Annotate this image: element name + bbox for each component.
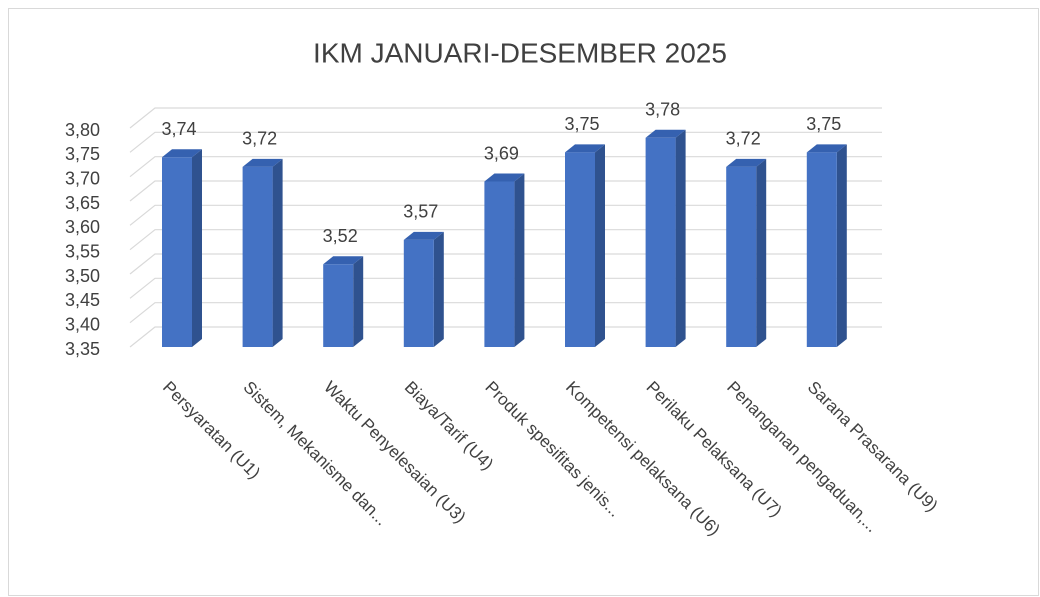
y-tick-label: 3,60 (65, 217, 100, 237)
bar-front (484, 181, 515, 347)
bar-top (403, 231, 444, 240)
bar-side (836, 144, 847, 347)
grid-line (129, 326, 882, 348)
grid-line (129, 156, 882, 178)
value-label: 3,72 (726, 129, 761, 149)
bar-front (162, 157, 192, 347)
bar-front (403, 239, 434, 347)
bar-front (726, 166, 757, 347)
bar (565, 144, 605, 347)
bar-side (272, 158, 283, 347)
bar-top (645, 129, 686, 138)
value-label: 3,52 (323, 226, 358, 246)
bar-front (323, 264, 354, 347)
bar (323, 256, 364, 347)
bar-side (675, 129, 686, 347)
value-label: 3,75 (564, 114, 599, 134)
bar-side (353, 256, 364, 347)
bar-side (756, 158, 767, 347)
value-label: 3,78 (645, 99, 680, 119)
bar-side (433, 231, 444, 347)
bar (403, 231, 444, 347)
bar-top (162, 149, 202, 158)
bar (484, 173, 525, 347)
bar-top (323, 256, 364, 265)
value-label: 3,69 (484, 143, 519, 163)
y-tick-label: 3,50 (65, 266, 100, 286)
y-tick-label: 3,40 (65, 314, 100, 334)
y-tick-label: 3,45 (65, 290, 100, 310)
bar-side (514, 173, 525, 347)
bar (242, 158, 283, 347)
bar-top (484, 173, 525, 182)
value-label: 3,72 (242, 129, 277, 149)
bar-front (645, 137, 676, 347)
bar-side (595, 144, 605, 347)
grid-line (129, 253, 882, 275)
chart-title: IKM JANUARI-DESEMBER 2025 (313, 37, 727, 68)
grid-line (129, 229, 882, 251)
bar-front (565, 152, 595, 347)
bar-front (806, 152, 837, 347)
grid-line (129, 180, 882, 202)
y-tick-label: 3,65 (65, 193, 100, 213)
bar-side (192, 149, 202, 347)
y-tick-label: 3,80 (65, 120, 100, 140)
grid-line (129, 277, 882, 299)
y-tick-label: 3,35 (65, 339, 100, 359)
grid-line (129, 131, 882, 153)
bar-top (726, 158, 767, 167)
bar-top (565, 144, 605, 153)
bar-front (242, 166, 273, 347)
y-tick-label: 3,55 (65, 241, 100, 261)
bar (162, 149, 202, 347)
value-label: 3,57 (403, 202, 438, 222)
y-tick-label: 3,75 (65, 144, 100, 164)
value-label: 3,74 (161, 119, 196, 139)
grid-line (129, 204, 882, 226)
grid-line (129, 302, 882, 324)
bar (726, 158, 767, 347)
grid-line (129, 107, 882, 129)
y-tick-label: 3,70 (65, 168, 100, 188)
value-label: 3,75 (806, 114, 841, 134)
bar-top (242, 158, 283, 167)
bar (645, 129, 686, 347)
bar (806, 144, 847, 347)
bar-top (806, 144, 847, 153)
